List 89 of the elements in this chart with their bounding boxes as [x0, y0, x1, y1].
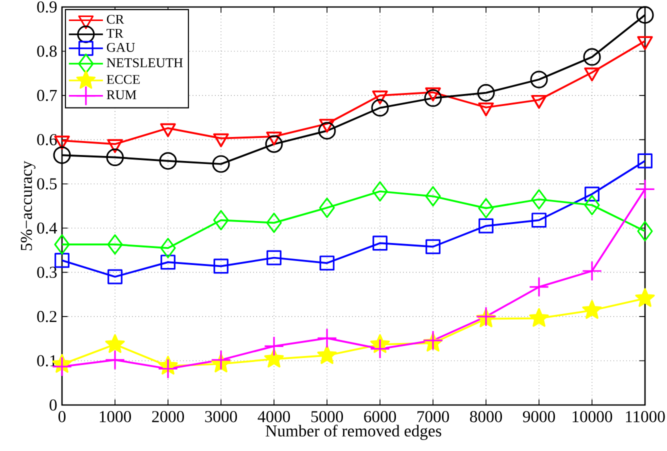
legend-label: NETSLEUTH — [106, 58, 183, 68]
point — [531, 94, 547, 109]
y-axis-title: 5%−accuracy — [20, 160, 36, 250]
y-tick-label: 0.9 — [37, 1, 57, 13]
point — [529, 308, 549, 327]
point — [635, 288, 655, 307]
point — [371, 99, 389, 117]
y-tick-label: 0.4 — [37, 222, 58, 234]
point — [54, 252, 70, 268]
y-tick-label: 0.5 — [37, 178, 57, 190]
point — [213, 133, 229, 148]
y-tick-label: 0 — [50, 399, 57, 411]
x-tick-label: 9000 — [522, 411, 555, 422]
point — [530, 70, 548, 88]
x-tick-label: 1000 — [100, 411, 131, 422]
point — [319, 118, 335, 133]
legend-label: CR — [106, 14, 124, 24]
point — [478, 218, 494, 234]
point — [264, 348, 284, 368]
legend-label: RUM — [106, 90, 136, 100]
point — [160, 123, 176, 138]
point — [425, 87, 441, 102]
x-tick-label: 2000 — [152, 411, 184, 422]
point — [634, 179, 656, 200]
point — [106, 148, 124, 166]
x-tick-label: 0 — [58, 411, 66, 422]
point — [372, 90, 388, 104]
y-tick-label: 0.3 — [37, 266, 57, 278]
y-tick-label: 0.7 — [37, 90, 57, 102]
point — [370, 338, 390, 359]
legend-label: TR — [106, 28, 124, 38]
x-tick-label: 11000 — [626, 411, 665, 422]
y-tick-label: 0.8 — [37, 46, 57, 57]
point — [317, 345, 337, 364]
x-tick-label: 5000 — [311, 411, 343, 422]
x-tick-label: 3000 — [205, 411, 237, 422]
point — [319, 198, 335, 218]
point — [638, 153, 652, 168]
point — [160, 254, 176, 270]
point — [636, 6, 654, 24]
point — [210, 350, 232, 370]
point — [108, 269, 122, 284]
point — [316, 328, 338, 348]
point — [532, 212, 546, 228]
point — [160, 238, 176, 258]
point — [528, 276, 550, 298]
point — [158, 358, 178, 379]
point — [318, 122, 336, 140]
point — [213, 210, 229, 230]
x-tick-label: 7000 — [418, 411, 449, 422]
point — [478, 198, 494, 218]
point — [212, 155, 230, 173]
point — [53, 146, 71, 164]
point — [105, 334, 125, 353]
x-tick-label: 8000 — [470, 411, 502, 422]
point — [320, 256, 334, 271]
point — [584, 186, 600, 202]
y-tick-label: 0.6 — [37, 134, 57, 146]
point — [266, 250, 282, 266]
point — [584, 68, 600, 82]
x-tick-label: 6000 — [364, 411, 396, 422]
point — [582, 300, 602, 319]
point — [637, 36, 653, 50]
point — [372, 236, 388, 251]
point — [426, 239, 440, 254]
point — [583, 48, 601, 66]
legend-label: ECCE — [106, 75, 140, 84]
point — [531, 189, 547, 210]
point — [477, 84, 495, 102]
x-tick-label: 4000 — [258, 411, 290, 422]
point — [159, 152, 177, 170]
point — [104, 350, 126, 370]
point — [264, 336, 284, 356]
point — [265, 135, 283, 153]
point — [584, 194, 600, 216]
x-axis-title: Number of removed edges — [266, 424, 442, 440]
point — [425, 186, 441, 206]
y-tick-label: 0.2 — [37, 310, 56, 322]
point — [372, 181, 388, 202]
point — [582, 260, 602, 282]
point — [424, 89, 442, 107]
legend-label: GAU — [106, 42, 135, 52]
point — [637, 221, 653, 242]
point — [54, 234, 70, 255]
point — [214, 258, 228, 274]
point — [107, 234, 123, 255]
x-tick-label: 10000 — [572, 411, 612, 422]
point — [266, 212, 282, 233]
point — [478, 102, 494, 116]
